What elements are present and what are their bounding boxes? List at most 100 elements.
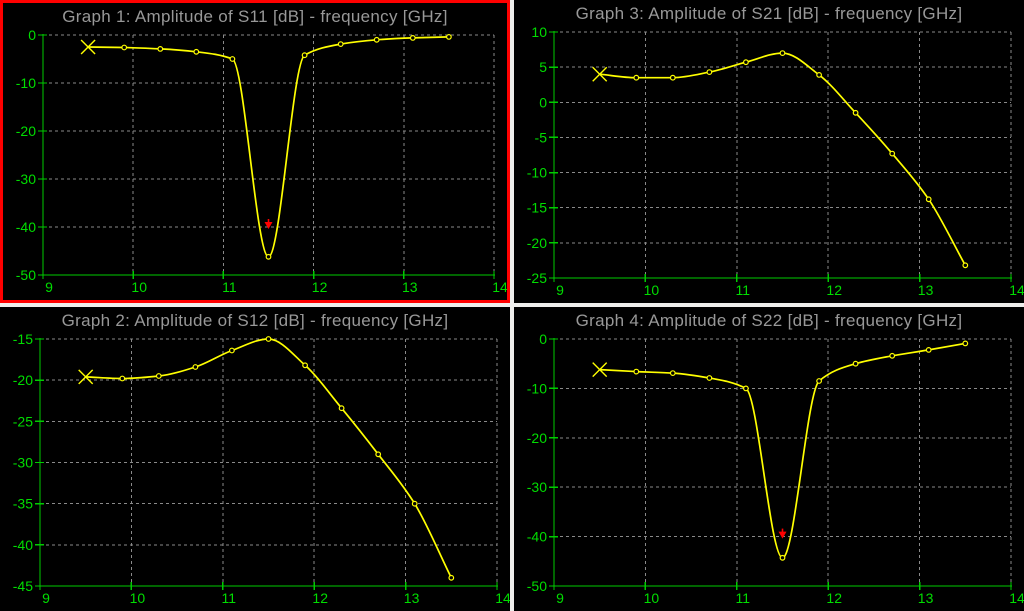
data-point-marker	[852, 360, 859, 367]
y-tick-label: -40	[527, 529, 547, 545]
data-point-marker	[742, 385, 749, 392]
data-point-marker	[925, 346, 932, 353]
y-tick-label: -40	[13, 537, 33, 553]
red-marker-arrow[interactable]	[264, 222, 273, 229]
y-tick-label: -10	[527, 165, 547, 181]
data-point-marker	[265, 253, 272, 260]
data-point-marker	[409, 34, 416, 41]
graph-panel-s11[interactable]: Graph 1: Amplitude of S11 [dB] - frequen…	[0, 0, 510, 303]
data-point-marker	[375, 451, 382, 458]
x-tick-label: 12	[826, 590, 842, 606]
x-tick-label: 14	[1009, 282, 1024, 298]
x-cross-marker	[592, 362, 608, 378]
data-point-marker	[889, 352, 896, 359]
plot-svg: 0 -10 -20 -30 -40 -50 9 10 11 12 13 14	[527, 333, 1024, 606]
x-tick-label: 12	[312, 279, 328, 295]
y-tick-label: -25	[527, 270, 547, 286]
data-point-marker	[779, 554, 786, 561]
data-point-marker	[192, 364, 199, 370]
data-point-marker	[446, 34, 452, 40]
plot-area-s12[interactable]: -15 -20 -25 -30 -35 -40 -45 9 10 11 12 13 14	[0, 333, 510, 611]
data-point-marker	[779, 50, 786, 57]
data-point-marker	[448, 574, 455, 581]
y-tick-label: 0	[539, 333, 547, 347]
plot-area-s11[interactable]: 0 -10 -20 -30 -40 -50 9 10 11 12 13 14	[3, 29, 507, 300]
data-point-marker	[119, 375, 126, 382]
x-tick-label: 12	[312, 590, 328, 606]
x-tick-label: 9	[42, 590, 50, 606]
x-tick-label: 11	[222, 279, 237, 295]
x-tick-label: 13	[918, 590, 934, 606]
data-point-marker	[816, 378, 823, 384]
x-cross-marker	[80, 39, 96, 55]
y-tick-label: -35	[13, 496, 33, 512]
data-point-marker	[669, 74, 676, 81]
data-point-marker	[633, 74, 640, 81]
x-tick-label: 9	[45, 279, 53, 295]
y-tick-label: -20	[527, 235, 547, 251]
data-point-marker	[889, 150, 896, 157]
data-point-marker	[669, 370, 676, 376]
x-tick-label: 13	[402, 279, 418, 295]
data-point-marker	[265, 336, 272, 342]
y-tick-label: -15	[13, 333, 33, 347]
data-point-marker	[302, 362, 309, 369]
x-tick-label: 10	[130, 590, 146, 606]
plot-area-s22[interactable]: 0 -10 -20 -30 -40 -50 9 10 11 12 13 14	[514, 333, 1024, 611]
x-tick-label: 9	[556, 590, 564, 606]
y-tick-label: -50	[16, 267, 36, 283]
data-point-marker	[229, 56, 236, 62]
graph-panel-s21[interactable]: Graph 3: Amplitude of S21 [dB] - frequen…	[514, 0, 1024, 303]
graph-title: Graph 2: Amplitude of S12 [dB] - frequen…	[61, 311, 449, 330]
x-tick-label: 10	[644, 282, 660, 298]
y-tick-label: 0	[28, 29, 36, 43]
x-tick-label: 14	[495, 590, 510, 606]
x-tick-label: 13	[404, 590, 420, 606]
y-tick-label: -20	[16, 123, 36, 139]
plot-area-s21[interactable]: 10 5 0 -5 -10 -15 -20 -25 9 10 11 12 13 14	[514, 26, 1024, 303]
red-marker-arrow[interactable]	[778, 531, 787, 539]
graph-title: Graph 4: Amplitude of S22 [dB] - frequen…	[575, 311, 963, 330]
y-tick-label: -50	[527, 578, 547, 594]
x-tick-label: 11	[222, 590, 237, 606]
data-point-marker	[338, 405, 345, 412]
data-point-marker	[411, 500, 418, 507]
x-tick-label: 14	[492, 279, 507, 295]
data-point-marker	[228, 347, 235, 354]
graph-panel-s12[interactable]: Graph 2: Amplitude of S12 [dB] - frequen…	[0, 307, 510, 611]
y-tick-label: 10	[531, 26, 547, 40]
plot-svg: -15 -20 -25 -30 -35 -40 -45 9 10 11 12 13 14	[13, 333, 510, 606]
graph-title: Graph 3: Amplitude of S21 [dB] - frequen…	[575, 4, 963, 23]
x-tick-label: 10	[644, 590, 660, 606]
data-point-marker	[337, 41, 344, 48]
data-point-marker	[301, 52, 308, 59]
y-tick-label: -30	[13, 455, 33, 471]
data-point-marker	[155, 373, 162, 379]
data-point-marker	[852, 109, 859, 116]
x-tick-label: 14	[1009, 590, 1024, 606]
x-tick-label: 12	[826, 282, 842, 298]
data-point-marker	[742, 59, 749, 66]
x-tick-label: 10	[131, 279, 147, 295]
y-tick-label: 5	[539, 59, 547, 75]
y-tick-label: -15	[527, 200, 547, 216]
x-tick-label: 11	[736, 282, 751, 298]
graph-panel-s22[interactable]: Graph 4: Amplitude of S22 [dB] - frequen…	[514, 307, 1024, 611]
data-curve	[599, 342, 966, 559]
y-tick-label: -45	[13, 578, 33, 594]
x-tick-label: 13	[918, 282, 934, 298]
data-point-marker	[121, 44, 128, 51]
data-curve	[599, 52, 967, 266]
data-point-marker	[157, 46, 164, 52]
data-point-marker	[706, 69, 713, 75]
y-tick-label: 0	[539, 94, 547, 110]
data-point-marker	[962, 262, 969, 269]
y-tick-label: -20	[13, 372, 33, 388]
x-tick-label: 9	[556, 282, 564, 298]
data-point-marker	[193, 48, 200, 55]
x-cross-marker	[592, 66, 608, 82]
data-point-marker	[633, 368, 640, 375]
data-point-marker	[816, 72, 823, 78]
y-tick-label: -10	[527, 380, 547, 396]
